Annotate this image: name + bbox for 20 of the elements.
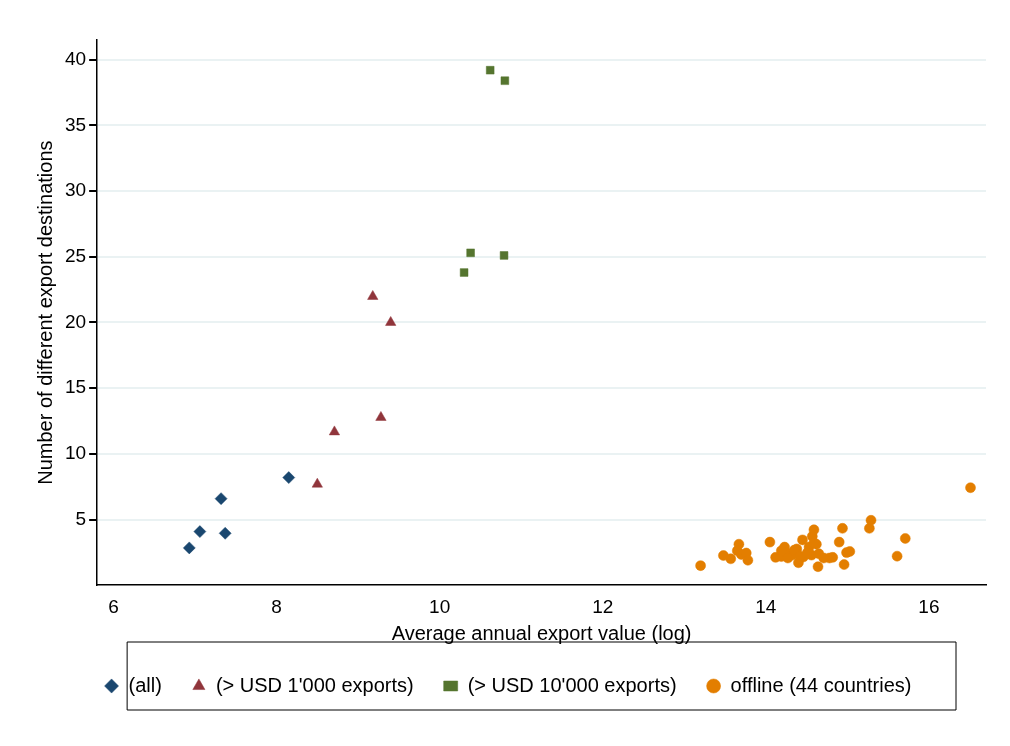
x-tick-label: 8 <box>271 595 282 617</box>
y-tick-label: 30 <box>64 179 87 201</box>
legend-label: (> USD 1'000 exports) <box>215 673 414 696</box>
x-tick-label: 16 <box>918 595 940 617</box>
x-tick-label: 6 <box>108 595 119 617</box>
y-tick-label: 15 <box>64 376 87 398</box>
y-tick-label: 40 <box>64 47 87 69</box>
y-tick-label: 35 <box>64 113 87 135</box>
legend-label: offline (44 countries) <box>730 673 912 696</box>
y-tick-label: 5 <box>75 507 87 529</box>
x-tick-label: 10 <box>429 595 451 617</box>
y-tick-label: 20 <box>64 310 87 332</box>
legend-label: (> USD 10'000 exports) <box>467 673 677 696</box>
x-tick-label: 12 <box>592 595 614 617</box>
x-tick-label: 14 <box>755 595 777 617</box>
y-axis-title: Number of different export destinations <box>33 140 56 485</box>
y-tick-label: 10 <box>64 442 87 464</box>
legend-label: (all) <box>128 673 162 696</box>
x-axis-title: Average annual export value (log) <box>391 621 692 644</box>
y-tick-label: 25 <box>64 245 87 266</box>
